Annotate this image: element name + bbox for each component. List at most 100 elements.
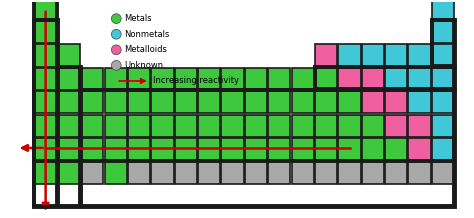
Bar bbox=[198, 115, 220, 137]
Bar bbox=[105, 68, 127, 90]
Bar bbox=[198, 138, 220, 160]
Bar bbox=[432, 68, 454, 90]
Bar bbox=[338, 68, 361, 90]
Bar bbox=[35, 68, 57, 90]
Bar bbox=[221, 91, 244, 113]
Bar bbox=[175, 68, 197, 90]
Bar bbox=[151, 138, 173, 160]
Bar bbox=[432, 21, 454, 43]
Bar bbox=[362, 44, 384, 67]
Circle shape bbox=[111, 29, 121, 39]
Circle shape bbox=[111, 14, 121, 24]
Bar bbox=[292, 138, 314, 160]
Bar bbox=[198, 68, 220, 90]
Bar bbox=[105, 161, 127, 184]
Bar bbox=[268, 68, 291, 90]
Bar bbox=[432, 161, 454, 184]
Bar bbox=[35, 0, 57, 20]
Bar bbox=[221, 68, 244, 90]
Bar bbox=[245, 161, 267, 184]
Bar bbox=[58, 44, 80, 67]
Bar bbox=[409, 161, 430, 184]
Bar bbox=[338, 44, 361, 67]
Circle shape bbox=[111, 60, 121, 70]
Bar bbox=[315, 91, 337, 113]
Bar bbox=[58, 161, 80, 184]
Bar bbox=[338, 91, 361, 113]
Bar bbox=[432, 44, 454, 67]
Bar bbox=[58, 138, 80, 160]
Bar bbox=[432, 115, 454, 137]
Bar bbox=[362, 68, 384, 90]
Bar bbox=[105, 138, 127, 160]
Bar bbox=[128, 138, 150, 160]
Bar bbox=[58, 115, 80, 137]
Bar bbox=[362, 161, 384, 184]
Bar bbox=[385, 161, 407, 184]
Bar bbox=[81, 115, 103, 137]
Text: Metals: Metals bbox=[125, 14, 152, 23]
Bar bbox=[175, 138, 197, 160]
Bar bbox=[245, 115, 267, 137]
Bar bbox=[128, 68, 150, 90]
Bar bbox=[385, 44, 407, 67]
Bar bbox=[409, 91, 430, 113]
Text: Increasing reactivity: Increasing reactivity bbox=[153, 77, 239, 85]
Bar bbox=[315, 68, 337, 90]
Bar bbox=[151, 91, 173, 113]
Bar bbox=[245, 91, 267, 113]
Bar bbox=[35, 161, 57, 184]
Bar bbox=[245, 138, 267, 160]
Circle shape bbox=[111, 45, 121, 55]
Bar bbox=[35, 44, 57, 67]
Bar bbox=[362, 138, 384, 160]
Bar bbox=[362, 91, 384, 113]
Bar bbox=[58, 68, 80, 90]
Bar bbox=[35, 91, 57, 113]
Bar bbox=[292, 115, 314, 137]
Bar bbox=[362, 115, 384, 137]
Bar bbox=[292, 161, 314, 184]
Bar bbox=[58, 91, 80, 113]
Bar bbox=[385, 115, 407, 137]
Bar bbox=[409, 138, 430, 160]
Bar bbox=[221, 161, 244, 184]
Bar bbox=[338, 138, 361, 160]
Bar bbox=[81, 138, 103, 160]
Text: Unknown: Unknown bbox=[125, 61, 164, 70]
Bar bbox=[81, 68, 103, 90]
Text: Metalloids: Metalloids bbox=[125, 45, 167, 54]
Bar bbox=[105, 115, 127, 137]
Bar bbox=[81, 161, 103, 184]
Bar bbox=[292, 91, 314, 113]
Bar bbox=[385, 138, 407, 160]
Bar bbox=[338, 115, 361, 137]
Bar bbox=[268, 91, 291, 113]
Bar bbox=[151, 115, 173, 137]
Bar bbox=[432, 0, 454, 20]
Bar bbox=[151, 161, 173, 184]
Bar bbox=[198, 161, 220, 184]
Bar bbox=[385, 91, 407, 113]
Bar bbox=[35, 138, 57, 160]
Bar bbox=[198, 91, 220, 113]
Bar bbox=[268, 138, 291, 160]
Bar bbox=[315, 138, 337, 160]
Bar bbox=[409, 44, 430, 67]
Bar bbox=[315, 161, 337, 184]
Bar bbox=[315, 115, 337, 137]
Bar bbox=[409, 68, 430, 90]
Text: Nonmetals: Nonmetals bbox=[125, 30, 170, 39]
Bar bbox=[409, 115, 430, 137]
Bar bbox=[128, 91, 150, 113]
Bar bbox=[128, 161, 150, 184]
Bar bbox=[221, 138, 244, 160]
Bar bbox=[175, 161, 197, 184]
Bar bbox=[105, 91, 127, 113]
Bar bbox=[175, 91, 197, 113]
Bar bbox=[221, 115, 244, 137]
Bar bbox=[35, 21, 57, 43]
Bar bbox=[315, 44, 337, 67]
Bar bbox=[338, 161, 361, 184]
Bar bbox=[81, 91, 103, 113]
